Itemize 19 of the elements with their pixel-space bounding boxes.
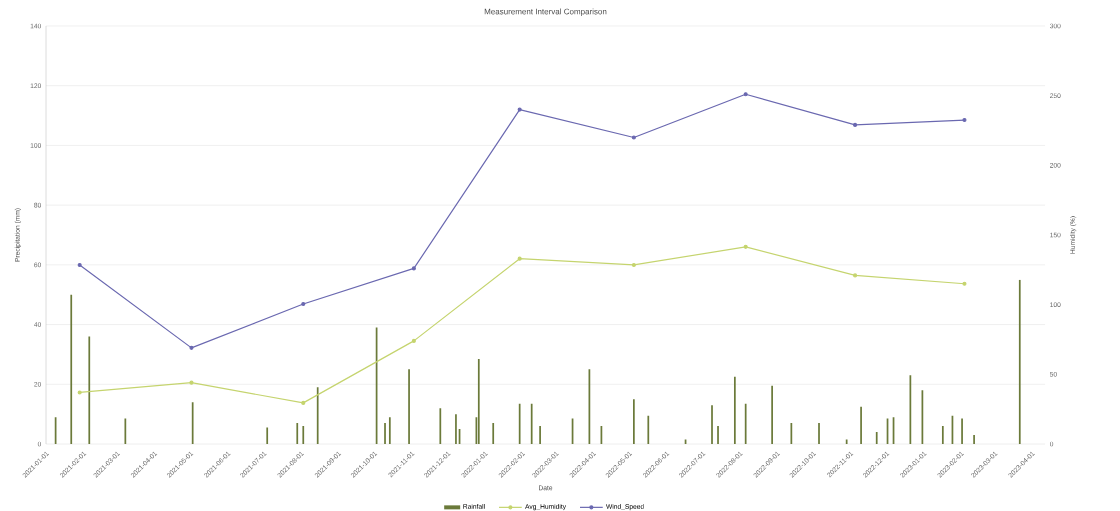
point [189, 380, 194, 385]
point [631, 135, 636, 140]
point [853, 273, 858, 278]
point [189, 345, 194, 350]
point [517, 107, 522, 112]
point [962, 117, 967, 123]
point [743, 92, 748, 97]
point [77, 390, 82, 395]
point [301, 301, 306, 307]
point [301, 400, 306, 405]
point [962, 281, 967, 286]
point [411, 266, 416, 271]
point [743, 244, 748, 249]
point [411, 338, 416, 343]
point [853, 122, 858, 127]
point [77, 262, 82, 268]
point [631, 262, 636, 268]
chart-title: Measurement Interval Comparison [484, 8, 607, 16]
point [517, 256, 522, 261]
